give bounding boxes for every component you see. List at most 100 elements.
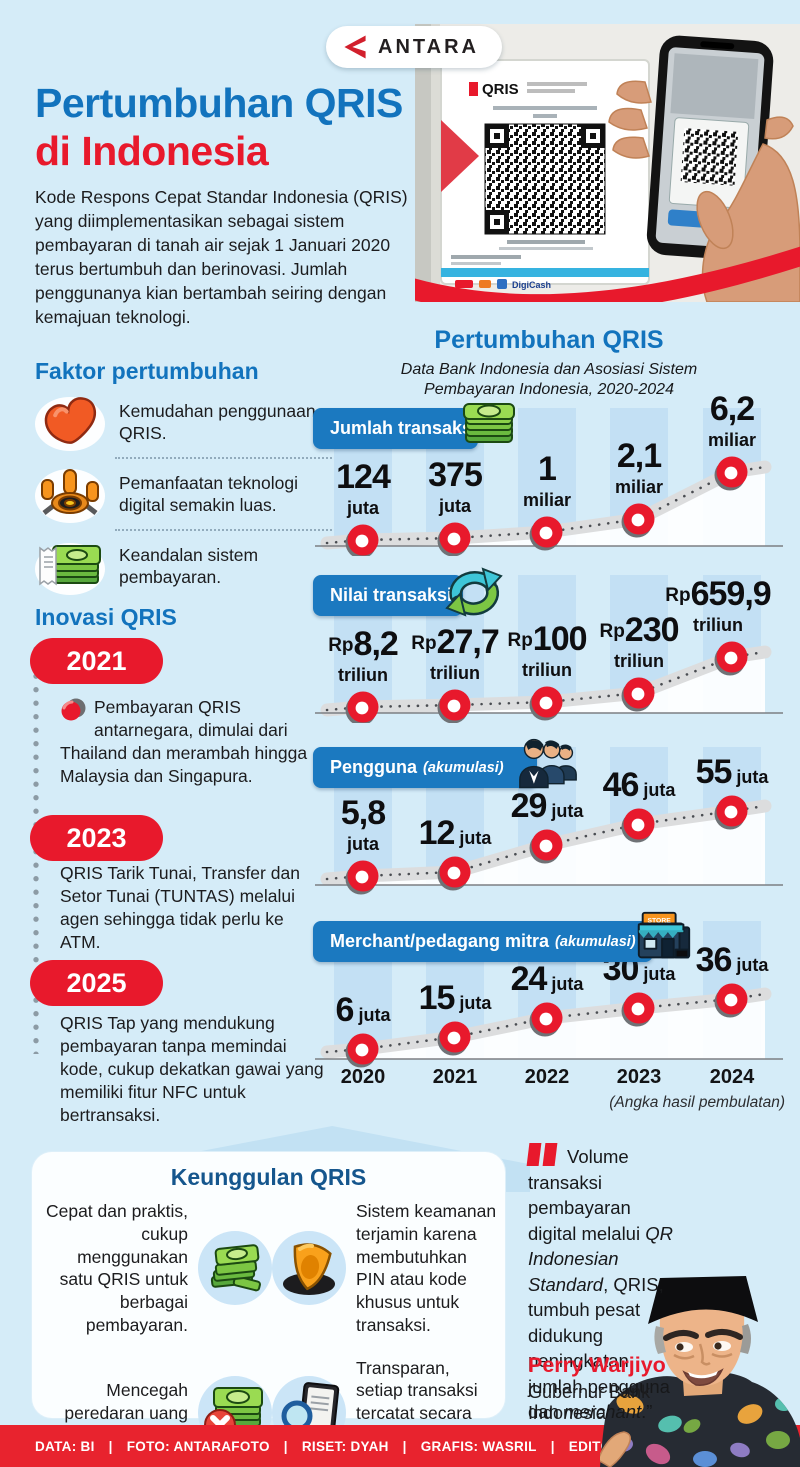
section-heading-factors: Faktor pertumbuhan (35, 358, 259, 384)
advantage-item: Sistem keamanan terjamin karena membutuh… (272, 1200, 498, 1337)
perry-warjiyo-portrait (597, 1254, 800, 1467)
chart-3: Pengguna (akumulasi) 5,8 juta 12 juta 29 juta 46… (313, 738, 785, 895)
x-axis-tick: 2021 (432, 1066, 478, 1088)
data-point-value: 46 (602, 765, 640, 804)
advantages-grid: Cepat dan praktis, cukup menggunakan sat… (42, 1200, 498, 1467)
data-point-value: Rp230 (599, 610, 679, 649)
growth-factor-text: Keandalan sistem pembayaran. (119, 544, 259, 587)
header-photo-qris-scan: QRIS DigiCash (413, 24, 800, 315)
page-title-line2: di Indonesia (35, 128, 269, 174)
data-point-label: Rp659,9 triliun (665, 577, 771, 635)
chart-header-band: Jumlah transaksi (313, 408, 478, 449)
poster-red-ribbon (441, 120, 479, 192)
x-axis-years: 2020 2021 2022 2023 2024 (313, 1066, 785, 1092)
digital-tech-icon (33, 462, 107, 526)
data-point-label: Rp8,2 triliun (328, 624, 399, 685)
advantage-text: Cepat dan praktis, cukup menggunakan sat… (45, 1201, 188, 1335)
advantage-item: Cepat dan praktis, cukup menggunakan sat… (42, 1200, 272, 1337)
data-point-value: 55 (695, 752, 733, 791)
data-point-unit: triliun (338, 664, 388, 685)
peci-hat (648, 1276, 758, 1324)
credit-divider: | (402, 1438, 407, 1454)
store-icon: STORE (633, 907, 695, 969)
data-point-label: Rp100 triliun (507, 619, 587, 680)
data-point-label: 36 juta (695, 940, 769, 979)
svg-text:STORE: STORE (648, 918, 672, 925)
data-point-unit: juta (346, 833, 380, 854)
data-point-label: 46 juta (602, 765, 676, 804)
credit-divider: | (108, 1438, 113, 1454)
page-title-line1: Pertumbuhan QRIS (35, 80, 403, 126)
credit: GRAFIS: WASRIL (420, 1438, 537, 1454)
data-point-label: 2,1 miliar (614, 436, 664, 497)
data-point-value: 12 (418, 813, 456, 852)
data-point-unit: miliar (614, 476, 664, 497)
receipt-money-icon (33, 534, 107, 598)
timeline-text-content: Pembayaran QRIS antarnegara, dimulai dar… (60, 697, 308, 786)
data-point-value: 6 (335, 990, 355, 1029)
data-point-unit: juta (551, 800, 584, 821)
quote-part: Volume transaksi pembayaran digital mela… (528, 1146, 646, 1244)
data-point-unit: juta (643, 963, 676, 984)
antara-logo-icon (340, 32, 370, 62)
data-point-value: 2,1 (616, 436, 662, 475)
credit-divider: | (283, 1438, 288, 1454)
item-divider (115, 457, 343, 459)
data-point-unit: juta (438, 495, 472, 516)
data-point-value: 6,2 (709, 389, 755, 428)
growth-factor-item: Kemudahan penggunaan QRIS. (33, 390, 343, 454)
chart-series-label: Merchant/pedagang mitra (330, 931, 550, 951)
data-point-unit: juta (736, 954, 769, 975)
data-point-label: 29 juta (511, 789, 584, 823)
data-point-unit: triliun (429, 662, 480, 683)
timeline-text-content: QRIS Tap yang mendukung pembayaran tanpa… (60, 1013, 324, 1125)
chart-series-label: Jumlah transaksi (330, 418, 478, 438)
charts-panel-title: Pertumbuhan QRIS (434, 326, 664, 354)
poster-qris-logo: QRIS (482, 81, 519, 98)
currency-prefix: Rp (599, 620, 625, 642)
data-point-unit: juta (346, 497, 380, 518)
money-stack-icon (458, 394, 520, 456)
data-point-label: 15 juta (419, 981, 492, 1015)
chart-1: Jumlah transaksi 124 juta 375 juta 1 miliar 2,1… (313, 392, 785, 559)
data-point-value: 1 (538, 449, 557, 488)
data-point-value: 24 (510, 959, 548, 998)
qris-poster: QRIS DigiCash (440, 59, 650, 290)
timeline-text-content: QRIS Tarik Tunai, Transfer dan Setor Tun… (60, 863, 300, 952)
data-point-value: 36 (695, 940, 733, 979)
data-point-label: 6 juta (335, 990, 391, 1029)
data-point-unit: triliun (522, 659, 572, 680)
advantage-text: Sistem keamanan terjamin karena membutuh… (356, 1201, 497, 1335)
data-point-label: Rp230 triliun (599, 610, 679, 670)
data-point-label: 6,2 miliar (708, 389, 756, 449)
timeline-item-text: QRIS Tap yang mendukung pembayaran tanpa… (60, 1012, 324, 1127)
data-point-unit: juta (459, 992, 492, 1013)
data-point-value: 5,8 (340, 793, 386, 832)
chart-header-band: Nilai transaksi (313, 575, 463, 616)
chart-canvas (315, 408, 783, 559)
currency-prefix: Rp (665, 584, 691, 606)
growth-factor-text: Kemudahan penggunaan QRIS. (119, 400, 316, 443)
timeline-year-badge: 2025 (30, 960, 163, 1006)
security-shield-icon (272, 1231, 346, 1306)
antara-logo: ANTARA (326, 26, 502, 68)
data-point-unit: triliun (692, 614, 743, 635)
data-point-label: 375 juta (428, 458, 483, 516)
data-point-label: 55 juta (695, 752, 769, 791)
data-point-unit: juta (643, 779, 676, 800)
growth-factor-item: Keandalan sistem pembayaran. (33, 534, 343, 598)
charts-panel-subtitle: Data Bank Indonesia dan Asosiasi Sistem … (400, 361, 698, 398)
data-point-unit: juta (459, 827, 492, 848)
quote-part: merchant (564, 1401, 642, 1423)
x-axis-tick: 2024 (709, 1066, 755, 1088)
rounding-footnote: (Angka hasil pembulatan) (609, 1094, 785, 1111)
chart-4: Merchant/pedagang mitra (akumulasi) STORE 6… (313, 911, 785, 1069)
section-heading-innovations: Inovasi QRIS (35, 604, 177, 630)
poster-app-logo: DigiCash (512, 280, 551, 290)
chart-series-sublabel: (akumulasi) (423, 759, 504, 776)
brand-name: ANTARA (378, 35, 479, 58)
data-point-value: Rp8,2 (328, 624, 399, 663)
data-point-label: 124 juta (336, 460, 391, 518)
data-point-value: Rp100 (507, 619, 587, 658)
